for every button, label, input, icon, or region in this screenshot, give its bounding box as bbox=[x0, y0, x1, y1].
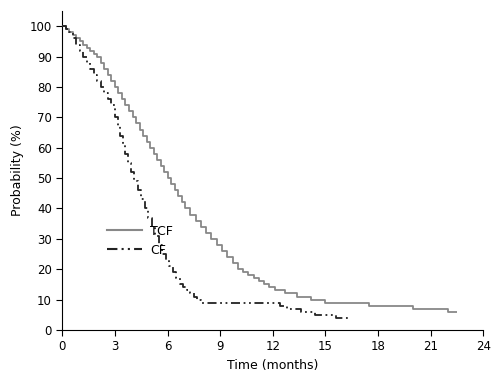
Y-axis label: Probability (%): Probability (%) bbox=[11, 124, 24, 216]
X-axis label: Time (months): Time (months) bbox=[227, 359, 318, 372]
Legend: TCF, CF: TCF, CF bbox=[102, 219, 177, 262]
